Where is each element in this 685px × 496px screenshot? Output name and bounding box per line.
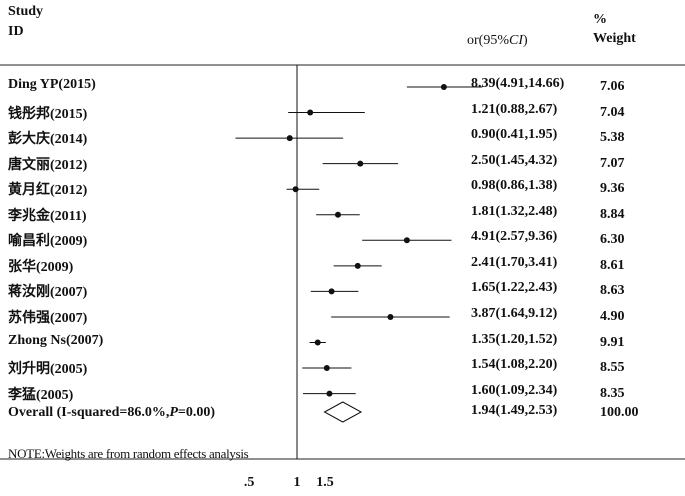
study-label: 张华(2009) — [8, 259, 74, 275]
study-weight: 8.55 — [600, 360, 625, 376]
study-weight: 9.36 — [600, 181, 625, 197]
point-estimate — [286, 135, 293, 142]
study-weight: 7.06 — [600, 79, 625, 94]
study-label: 苏伟强(2007) — [8, 310, 88, 326]
study-label: 蒋汝刚(2007) — [8, 285, 88, 301]
study-ci: 0.90(0.41,1.95) — [471, 127, 558, 143]
study-weight: 9.91 — [600, 334, 625, 350]
point-estimate — [387, 313, 394, 320]
study-ci: 2.41(1.70,3.41) — [471, 254, 558, 270]
header-id: ID — [8, 24, 24, 39]
overall-diamond — [323, 401, 363, 423]
study-label: 李兆金(2011) — [8, 208, 87, 224]
study-ci: 1.35(1.20,1.52) — [471, 331, 558, 347]
study-weight: 8.63 — [600, 283, 625, 299]
point-estimate — [328, 288, 335, 295]
study-ci: 1.54(1.08,2.20) — [471, 357, 558, 373]
point-estimate — [440, 84, 447, 90]
study-label: Zhong Ns(2007) — [8, 332, 104, 348]
header-study: Study — [8, 4, 44, 19]
study-ci: 0.98(0.86,1.38) — [471, 178, 558, 194]
point-estimate — [292, 186, 299, 193]
x-tick-label: 1.5 — [316, 475, 334, 490]
point-estimate — [403, 237, 410, 244]
study-ci: 1.65(1.22,2.43) — [471, 280, 558, 296]
study-ci: 4.91(2.57,9.36) — [471, 229, 558, 245]
overall-label: Overall (I-squared=86.0%,P=0.00) — [8, 405, 216, 420]
point-estimate — [326, 390, 333, 397]
study-weight: 7.07 — [600, 155, 625, 171]
study-label: 唐文丽(2012) — [8, 157, 88, 173]
overall-weight: 100.00 — [600, 405, 639, 420]
study-label: 喻昌利(2009) — [8, 234, 88, 250]
point-estimate — [323, 365, 330, 372]
study-label: 刘升明(2005) — [8, 362, 88, 378]
study-ci: 2.50(1.45,4.32) — [471, 152, 558, 168]
study-ci: 3.87(1.64,9.12) — [471, 305, 558, 321]
point-estimate — [357, 160, 364, 167]
study-label: 黄月红(2012) — [8, 183, 88, 199]
header-weight-percent: % — [593, 12, 607, 27]
point-estimate — [334, 211, 341, 218]
study-label: 李猛(2005) — [8, 387, 74, 403]
study-ci: 1.81(1.32,2.48) — [471, 203, 558, 219]
header-effect: or(95%CI) — [467, 33, 528, 48]
study-ci: 1.60(1.09,2.34) — [471, 382, 558, 398]
study-weight: 8.61 — [600, 257, 625, 273]
study-weight: 6.30 — [600, 232, 625, 248]
study-weight: 5.38 — [600, 130, 625, 146]
study-label: 彭大庆(2014) — [8, 132, 88, 148]
overall-ci: 1.94(1.49,2.53) — [471, 403, 558, 418]
study-ci: 8.39(4.91,14.66) — [471, 76, 565, 91]
header-weight: Weight — [593, 31, 636, 46]
study-weight: 8.84 — [600, 206, 625, 222]
study-label: 钱彤邦(2015) — [8, 106, 88, 122]
point-estimate — [307, 109, 314, 116]
point-estimate — [354, 262, 361, 269]
study-weight: 8.35 — [600, 385, 625, 401]
study-label: Ding YP(2015) — [8, 77, 96, 92]
note: NOTE:Weights are from random effects ana… — [8, 446, 249, 461]
study-ci: 1.21(0.88,2.67) — [471, 101, 558, 117]
study-weight: 7.04 — [600, 104, 625, 120]
x-tick-label: 1 — [293, 475, 301, 490]
x-tick-label: .5 — [243, 475, 255, 490]
study-weight: 4.90 — [600, 308, 625, 324]
point-estimate — [314, 339, 321, 346]
